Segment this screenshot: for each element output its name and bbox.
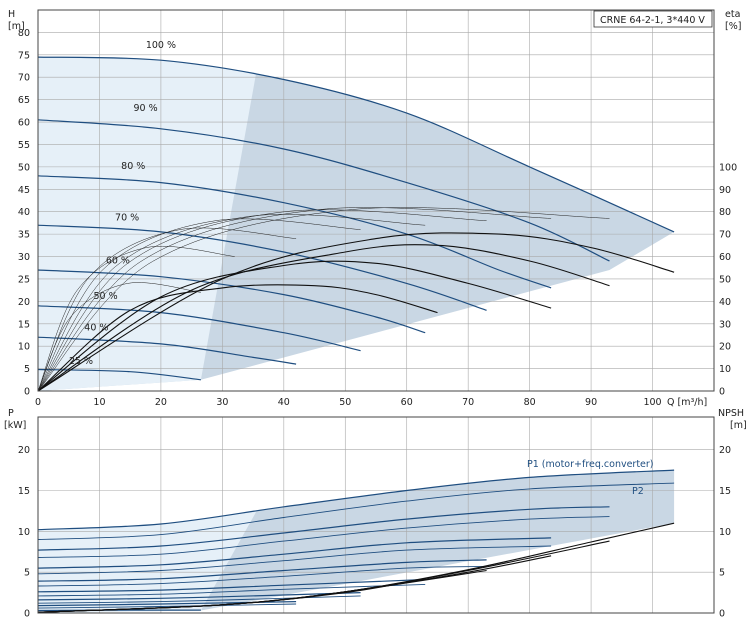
speed-label: 50 % — [94, 291, 118, 302]
head-tick-label: 30 — [18, 252, 30, 263]
x-tick-label: 10 — [93, 397, 105, 408]
head-axis-unit: [m] — [8, 21, 25, 32]
p1-series-label: P1 (motor+freq.converter) — [527, 459, 654, 470]
npsh-tick-label: 20 — [719, 445, 731, 456]
eta-tick-label: 10 — [719, 364, 731, 375]
eta-tick-label: 70 — [719, 230, 731, 241]
power-panel: 0 5 10 15 20 0 5 10 15 20 P [kW] NPSH [m] P1 (mo… — [4, 408, 747, 620]
power-axis-label: P — [8, 408, 14, 419]
power-tick-label: 10 — [18, 527, 30, 538]
eta-tick-label: 60 — [719, 252, 731, 263]
x-tick-label: 100 — [643, 397, 661, 408]
head-tick-label: 65 — [18, 95, 30, 106]
eta-tick-label: 20 — [719, 342, 731, 353]
head-tick-label: 45 — [18, 185, 30, 196]
eta-y-ticks-right: 0 10 20 30 40 50 60 70 80 90 100 — [719, 162, 737, 397]
head-tick-label: 75 — [18, 50, 30, 61]
speed-label: 70 % — [115, 213, 139, 224]
x-tick-label: 90 — [585, 397, 597, 408]
pump-title: CRNE 64-2-1, 3*440 V — [600, 15, 705, 26]
eta-tick-label: 100 — [719, 162, 737, 173]
power-tick-label: 0 — [24, 609, 30, 620]
speed-label: 80 % — [121, 161, 145, 172]
head-x-ticks: 0 10 20 30 40 50 60 70 80 90 100 — [35, 397, 662, 408]
head-tick-label: 50 — [18, 162, 30, 173]
npsh-tick-label: 0 — [719, 609, 725, 620]
head-tick-label: 20 — [18, 297, 30, 308]
eta-tick-label: 0 — [719, 387, 725, 398]
head-tick-label: 5 — [24, 364, 30, 375]
x-tick-label: 50 — [339, 397, 351, 408]
head-tick-label: 55 — [18, 140, 30, 151]
head-tick-label: 40 — [18, 207, 30, 218]
speed-label: 100 % — [146, 40, 176, 51]
npsh-axis-unit: [m] — [730, 420, 747, 431]
npsh-tick-label: 15 — [719, 486, 731, 497]
x-tick-label: 20 — [155, 397, 167, 408]
power-axis-unit: [kW] — [4, 420, 26, 431]
speed-label: 60 % — [106, 255, 130, 266]
power-tick-label: 5 — [24, 568, 30, 579]
npsh-y-ticks-right: 0 5 10 15 20 — [719, 445, 731, 619]
head-tick-label: 35 — [18, 230, 30, 241]
eta-tick-label: 50 — [719, 274, 731, 285]
p2-series-label: P2 — [632, 486, 644, 497]
npsh-tick-label: 5 — [719, 568, 725, 579]
power-tick-label: 15 — [18, 486, 30, 497]
head-tick-label: 0 — [24, 387, 30, 398]
eta-axis-label: eta — [725, 9, 740, 20]
speed-label: 25 % — [69, 356, 93, 367]
head-tick-label: 60 — [18, 118, 30, 129]
power-tick-label: 20 — [18, 445, 30, 456]
head-tick-label: 15 — [18, 319, 30, 330]
x-tick-label: 0 — [35, 397, 41, 408]
x-tick-label: 30 — [216, 397, 228, 408]
head-tick-label: 70 — [18, 73, 30, 84]
flow-axis-label: Q [m³/h] — [667, 397, 707, 408]
power-y-ticks-left: 0 5 10 15 20 — [18, 445, 30, 619]
head-tick-label: 25 — [18, 274, 30, 285]
head-tick-label: 10 — [18, 342, 30, 353]
x-tick-label: 70 — [462, 397, 474, 408]
npsh-axis-label: NPSH — [718, 408, 744, 419]
head-axis-label: H — [8, 9, 15, 20]
x-tick-label: 40 — [278, 397, 290, 408]
speed-label: 40 % — [84, 322, 108, 333]
eta-tick-label: 90 — [719, 185, 731, 196]
eta-axis-unit: [%] — [725, 21, 741, 32]
speed-label: 90 % — [133, 103, 157, 114]
eta-tick-label: 30 — [719, 319, 731, 330]
eta-tick-label: 40 — [719, 297, 731, 308]
x-tick-label: 80 — [524, 397, 536, 408]
npsh-tick-label: 10 — [719, 527, 731, 538]
eta-tick-label: 80 — [719, 207, 731, 218]
x-tick-label: 60 — [401, 397, 413, 408]
